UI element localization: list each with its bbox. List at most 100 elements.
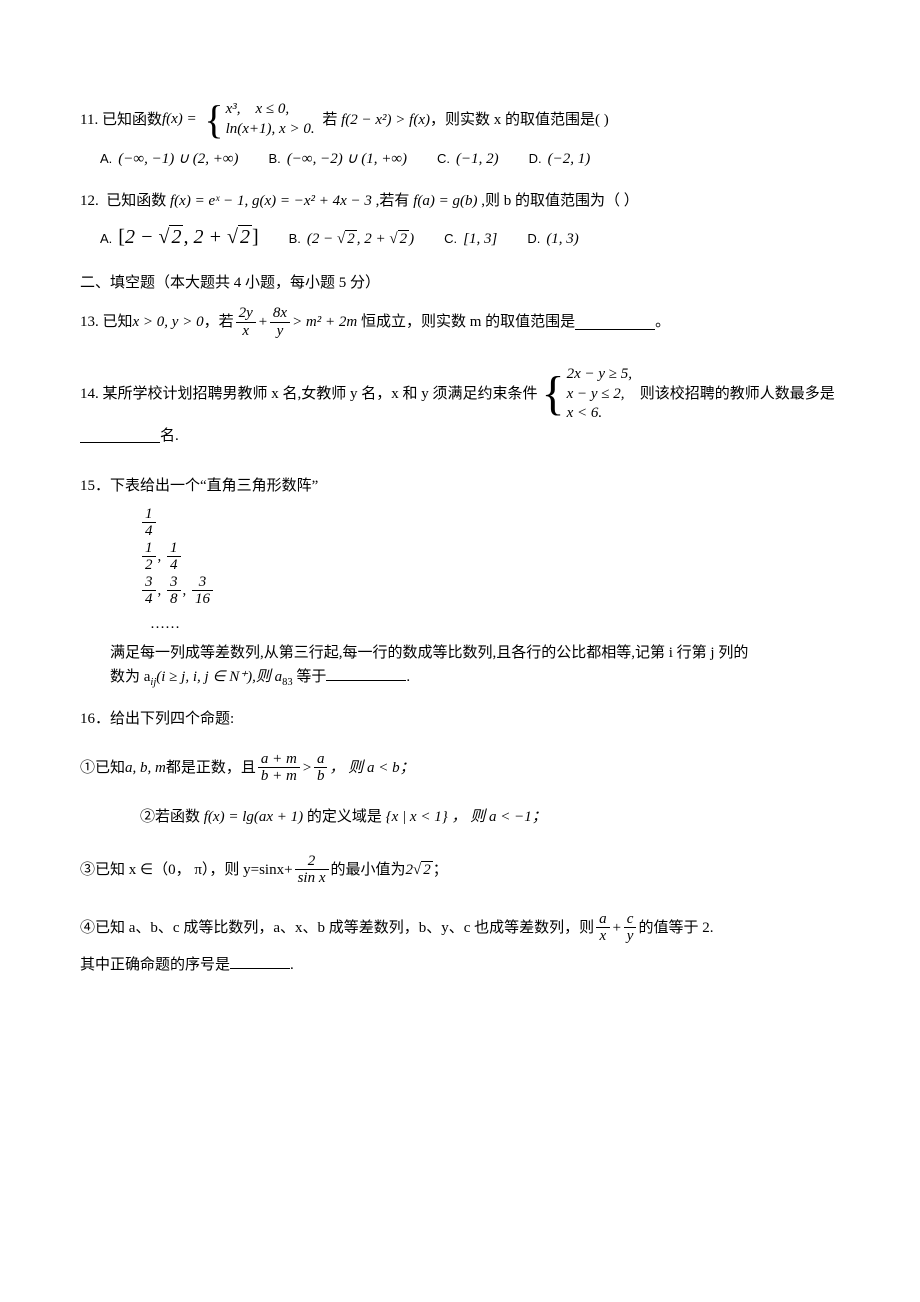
q14-constraints: { 2x − y ≥ 5, x − y ≤ 2, x < 6. [542, 365, 632, 424]
q15-p2-pre: 数为 a [110, 669, 150, 685]
t-r2a-d: 2 [142, 557, 156, 574]
q12-pre: 已知函数 [106, 193, 166, 209]
t-r3a-n: 3 [142, 574, 156, 592]
q13-rhs: > m² + 2m [292, 310, 357, 334]
q13-mid2: 恒成立，则实数 m 的取值范围是 [361, 310, 575, 334]
q13-blank [575, 315, 655, 330]
q14-text2: 则该校招聘的教师人数最多是 [640, 382, 835, 406]
q11-func-def: f(x) = { x³, x ≤ 0, ln(x+1), x > 0. [162, 100, 319, 139]
t-r1-d: 4 [142, 523, 156, 540]
q12-b-open: (2 − [307, 231, 337, 247]
t-r3a-d: 4 [142, 591, 156, 608]
q16-p2-label: ②若函数 [140, 809, 200, 825]
q16-prop-1: ①已知 a, b, m 都是正数，且 a + mb + m > ab ， 则 a… [80, 751, 415, 785]
q13-pre: 已知 [103, 310, 133, 334]
q13-f2d: y [270, 323, 290, 340]
t-r2a-n: 1 [142, 540, 156, 558]
q16-p4-plus: + [612, 916, 622, 940]
q16-p2-func: f(x) = lg(ax + 1) [204, 809, 303, 825]
q13-f1d: x [236, 323, 256, 340]
q13-stem: 13. 已知 x > 0, y > 0 ，若 2yx + 8xy > m² + … [80, 305, 670, 339]
q11-piece1: x³, [226, 101, 241, 117]
q12-post: ,则 b 的取值范围为（ ） [481, 193, 639, 209]
q13-cond1: x > 0, y > 0 [133, 310, 204, 334]
q11-option-d: D.(−2, 1) [529, 147, 591, 171]
q12-stem: 12. 已知函数 f(x) = eˣ − 1, g(x) = −x² + 4x … [80, 189, 840, 213]
q16-p2-post: ， 则 a < −1； [451, 809, 546, 825]
q13-end: 。 [655, 310, 670, 334]
q16-p3-vp: 2 [406, 862, 414, 878]
q12-number: 12. [80, 193, 99, 209]
triangle-dots: …… [150, 608, 840, 641]
q16-p1-label: ①已知 [80, 756, 125, 780]
triangle-row-1: 14 [140, 506, 840, 540]
q16-p1-mid1: 都是正数，且 [166, 756, 256, 780]
q16-p1-gt: > [302, 756, 312, 780]
q16-tail-end: . [290, 957, 294, 973]
question-11: 11. 已知函数 f(x) = { x³, x ≤ 0, ln(x+1), x … [80, 100, 840, 171]
q12-b-sqrt2: 2 [398, 230, 410, 247]
q11-opt-a-val: (−∞, −1) ∪ (2, +∞) [118, 147, 238, 171]
q16-p4-f2n: c [624, 911, 637, 929]
q11-option-a: A.(−∞, −1) ∪ (2, +∞) [100, 147, 239, 171]
q16-p1-f1d: b + m [258, 768, 300, 785]
q16-tail-text: 其中正确命题的序号是 [80, 957, 230, 973]
q12-b-sqrt1: 2 [345, 230, 357, 247]
q16-number: 16． [80, 711, 110, 727]
q11-options: A.(−∞, −1) ∪ (2, +∞) B.(−∞, −2) ∪ (1, +∞… [100, 147, 840, 171]
section-2-header: 二、填空题（本大题共 4 小题，每小题 5 分） [80, 271, 840, 295]
question-13: 13. 已知 x > 0, y > 0 ，若 2yx + 8xy > m² + … [80, 305, 840, 347]
q16-p3-label: ③已知 x ∈（0， π），则 y=sinx+ [80, 858, 293, 882]
q13-mid1: ，若 [204, 310, 234, 334]
t-r2b-d: 4 [167, 557, 181, 574]
q16-prop-2: ②若函数 f(x) = lg(ax + 1) 的定义域是 {x | x < 1}… [140, 805, 840, 829]
q16-p3-fd: sin x [295, 870, 329, 887]
t-r3b-n: 3 [167, 574, 181, 592]
question-15: 15．下表给出一个“直角三角形数阵” 14 12, 14 34, 38, 316… [80, 474, 840, 689]
q13-f1n: 2y [236, 305, 256, 323]
q12-option-d: D.(1, 3) [527, 227, 579, 251]
q14-stem: 14. 某所学校计划招聘男教师 x 名,女教师 y 名，x 和 y 须满足约束条… [80, 365, 840, 448]
q16-p3-post: ； [433, 858, 448, 882]
q13-inequality: 2yx + 8xy > m² + 2m [234, 305, 358, 339]
q15-blank [326, 666, 406, 681]
t-r2b-n: 1 [167, 540, 181, 558]
triangle-row-3: 34, 38, 316 [140, 574, 840, 608]
q16-p2-mid: 的定义域是 [307, 809, 382, 825]
q16-prop-3: ③已知 x ∈（0， π），则 y=sinx+ 2sin x 的最小值为 22 … [80, 853, 448, 887]
q12-mid: ,若有 [376, 193, 410, 209]
q12-a-sqrt2: 2 [238, 225, 252, 248]
q16-p4-f1d: x [596, 928, 610, 945]
q16-p1-f2d: b [314, 768, 328, 785]
q12-c-val: [1, 3] [463, 227, 497, 251]
q16-title: 给出下列四个命题: [110, 711, 234, 727]
q12-options: A. [2 − 2, 2 + 2] B. (2 − 2, 2 + 2) C.[1… [100, 221, 840, 253]
q12-funcs: f(x) = eˣ − 1, g(x) = −x² + 4x − 3 [170, 193, 372, 209]
q12-b-sep: , 2 + [357, 231, 390, 247]
q16-p4-label: ④已知 a、b、c 成等比数列，a、x、b 成等差数列，b、y、c 也成等差数列… [80, 916, 594, 940]
question-16: 16．给出下列四个命题: ①已知 a, b, m 都是正数，且 a + mb +… [80, 707, 840, 977]
q14-number: 14. [80, 382, 99, 406]
q15-title: 下表给出一个“直角三角形数阵” [110, 478, 318, 494]
q13-number: 13. [80, 310, 99, 334]
q14-c1: 2x − y ≥ 5, [567, 365, 632, 385]
q16-p1-f2n: a [314, 751, 328, 769]
q16-p4-f2d: y [624, 928, 637, 945]
t-r3c-n: 3 [192, 574, 213, 592]
triangle-row-2: 12, 14 [140, 540, 840, 574]
q16-p1-vars: a, b, m [125, 756, 166, 780]
q12-a-sqrt1: 2 [169, 225, 183, 248]
q14-c3: x < 6. [567, 404, 632, 424]
q14-text1: 某所学校计划招聘男教师 x 名,女教师 y 名，x 和 y 须满足约束条件 [103, 382, 538, 406]
q11-piece2: ln(x+1), [226, 121, 276, 137]
t-r1-n: 1 [142, 506, 156, 524]
q11-number: 11. [80, 108, 98, 132]
q12-a-sep: , 2 + [183, 226, 227, 248]
q13-plus: + [258, 310, 268, 334]
q11-mid: 若 [322, 108, 337, 132]
q16-p4-post: 的值等于 2. [638, 916, 713, 940]
q15-p2-mid: (i ≥ j, i, j ∈ N⁺),则 a [156, 669, 282, 685]
q16-p2-set: {x | x < 1} [386, 809, 448, 825]
q14-blank [80, 428, 160, 443]
q15-para1: 满足每一列成等差数列,从第三行起,每一行的数成等比数列,且各行的公比都相等,记第… [110, 641, 840, 665]
